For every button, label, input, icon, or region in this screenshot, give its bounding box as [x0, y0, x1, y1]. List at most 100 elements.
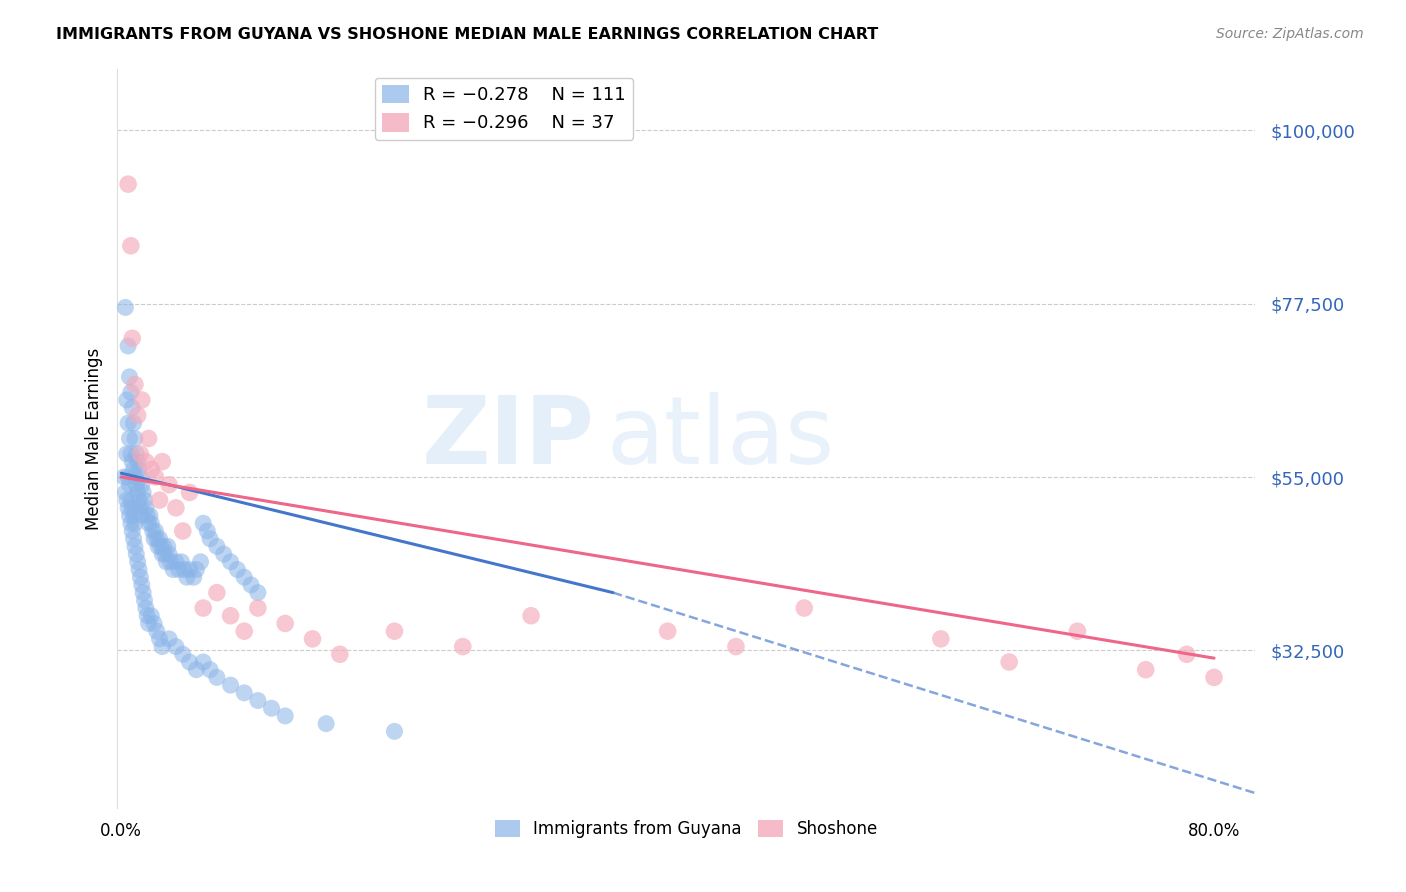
Point [115, 493, 138, 508]
Point [125, 477, 148, 491]
Point [233, 686, 256, 700]
Point [233, 570, 256, 584]
Point [143, 532, 166, 546]
Point [219, 678, 242, 692]
Point [155, 555, 177, 569]
Point [128, 493, 150, 508]
Point [120, 447, 142, 461]
Point [246, 601, 269, 615]
Point [129, 500, 152, 515]
Point [115, 447, 138, 461]
Point [1066, 624, 1088, 639]
Point [112, 470, 135, 484]
Point [128, 462, 150, 476]
Point [162, 562, 184, 576]
Point [117, 470, 139, 484]
Point [131, 578, 153, 592]
Point [451, 640, 474, 654]
Point [1202, 670, 1225, 684]
Point [134, 493, 156, 508]
Point [115, 392, 138, 407]
Point [193, 655, 215, 669]
Point [148, 493, 170, 508]
Point [121, 500, 143, 515]
Point [122, 508, 145, 523]
Point [127, 485, 149, 500]
Point [131, 508, 153, 523]
Point [156, 540, 179, 554]
Point [793, 601, 815, 615]
Point [117, 500, 139, 515]
Y-axis label: Median Male Earnings: Median Male Earnings [86, 347, 103, 530]
Point [146, 532, 169, 546]
Point [179, 562, 201, 576]
Point [190, 555, 212, 569]
Point [195, 524, 218, 538]
Point [301, 632, 323, 646]
Point [120, 493, 142, 508]
Point [274, 616, 297, 631]
Point [121, 454, 143, 468]
Point [135, 454, 157, 468]
Point [172, 524, 194, 538]
Point [128, 562, 150, 576]
Point [153, 547, 176, 561]
Point [145, 470, 167, 484]
Point [315, 716, 337, 731]
Point [186, 663, 208, 677]
Point [124, 377, 146, 392]
Point [148, 632, 170, 646]
Point [121, 401, 143, 415]
Point [145, 524, 167, 538]
Point [384, 624, 406, 639]
Point [121, 331, 143, 345]
Point [165, 500, 187, 515]
Point [129, 447, 152, 461]
Point [141, 608, 163, 623]
Text: IMMIGRANTS FROM GUYANA VS SHOSHONE MEDIAN MALE EARNINGS CORRELATION CHART: IMMIGRANTS FROM GUYANA VS SHOSHONE MEDIA… [56, 27, 879, 42]
Point [274, 709, 297, 723]
Point [219, 555, 242, 569]
Point [117, 416, 139, 430]
Point [124, 432, 146, 446]
Point [132, 585, 155, 599]
Point [141, 516, 163, 531]
Point [198, 532, 221, 546]
Point [122, 416, 145, 430]
Point [120, 516, 142, 531]
Point [246, 693, 269, 707]
Point [149, 540, 172, 554]
Point [198, 663, 221, 677]
Point [150, 547, 173, 561]
Point [117, 339, 139, 353]
Point [219, 608, 242, 623]
Text: ZIP: ZIP [422, 392, 595, 484]
Point [150, 454, 173, 468]
Point [118, 508, 141, 523]
Point [125, 447, 148, 461]
Point [205, 585, 228, 599]
Point [205, 540, 228, 554]
Point [129, 470, 152, 484]
Point [724, 640, 747, 654]
Point [134, 593, 156, 607]
Point [118, 477, 141, 491]
Point [167, 562, 190, 576]
Point [141, 462, 163, 476]
Text: atlas: atlas [606, 392, 835, 484]
Point [138, 432, 160, 446]
Point [172, 648, 194, 662]
Point [159, 555, 181, 569]
Point [240, 578, 263, 592]
Point [998, 655, 1021, 669]
Point [131, 392, 153, 407]
Point [186, 562, 208, 576]
Point [117, 177, 139, 191]
Legend: Immigrants from Guyana, Shoshone: Immigrants from Guyana, Shoshone [488, 813, 884, 845]
Point [136, 508, 159, 523]
Point [114, 301, 136, 315]
Point [226, 562, 249, 576]
Point [124, 470, 146, 484]
Point [520, 608, 543, 623]
Point [179, 485, 201, 500]
